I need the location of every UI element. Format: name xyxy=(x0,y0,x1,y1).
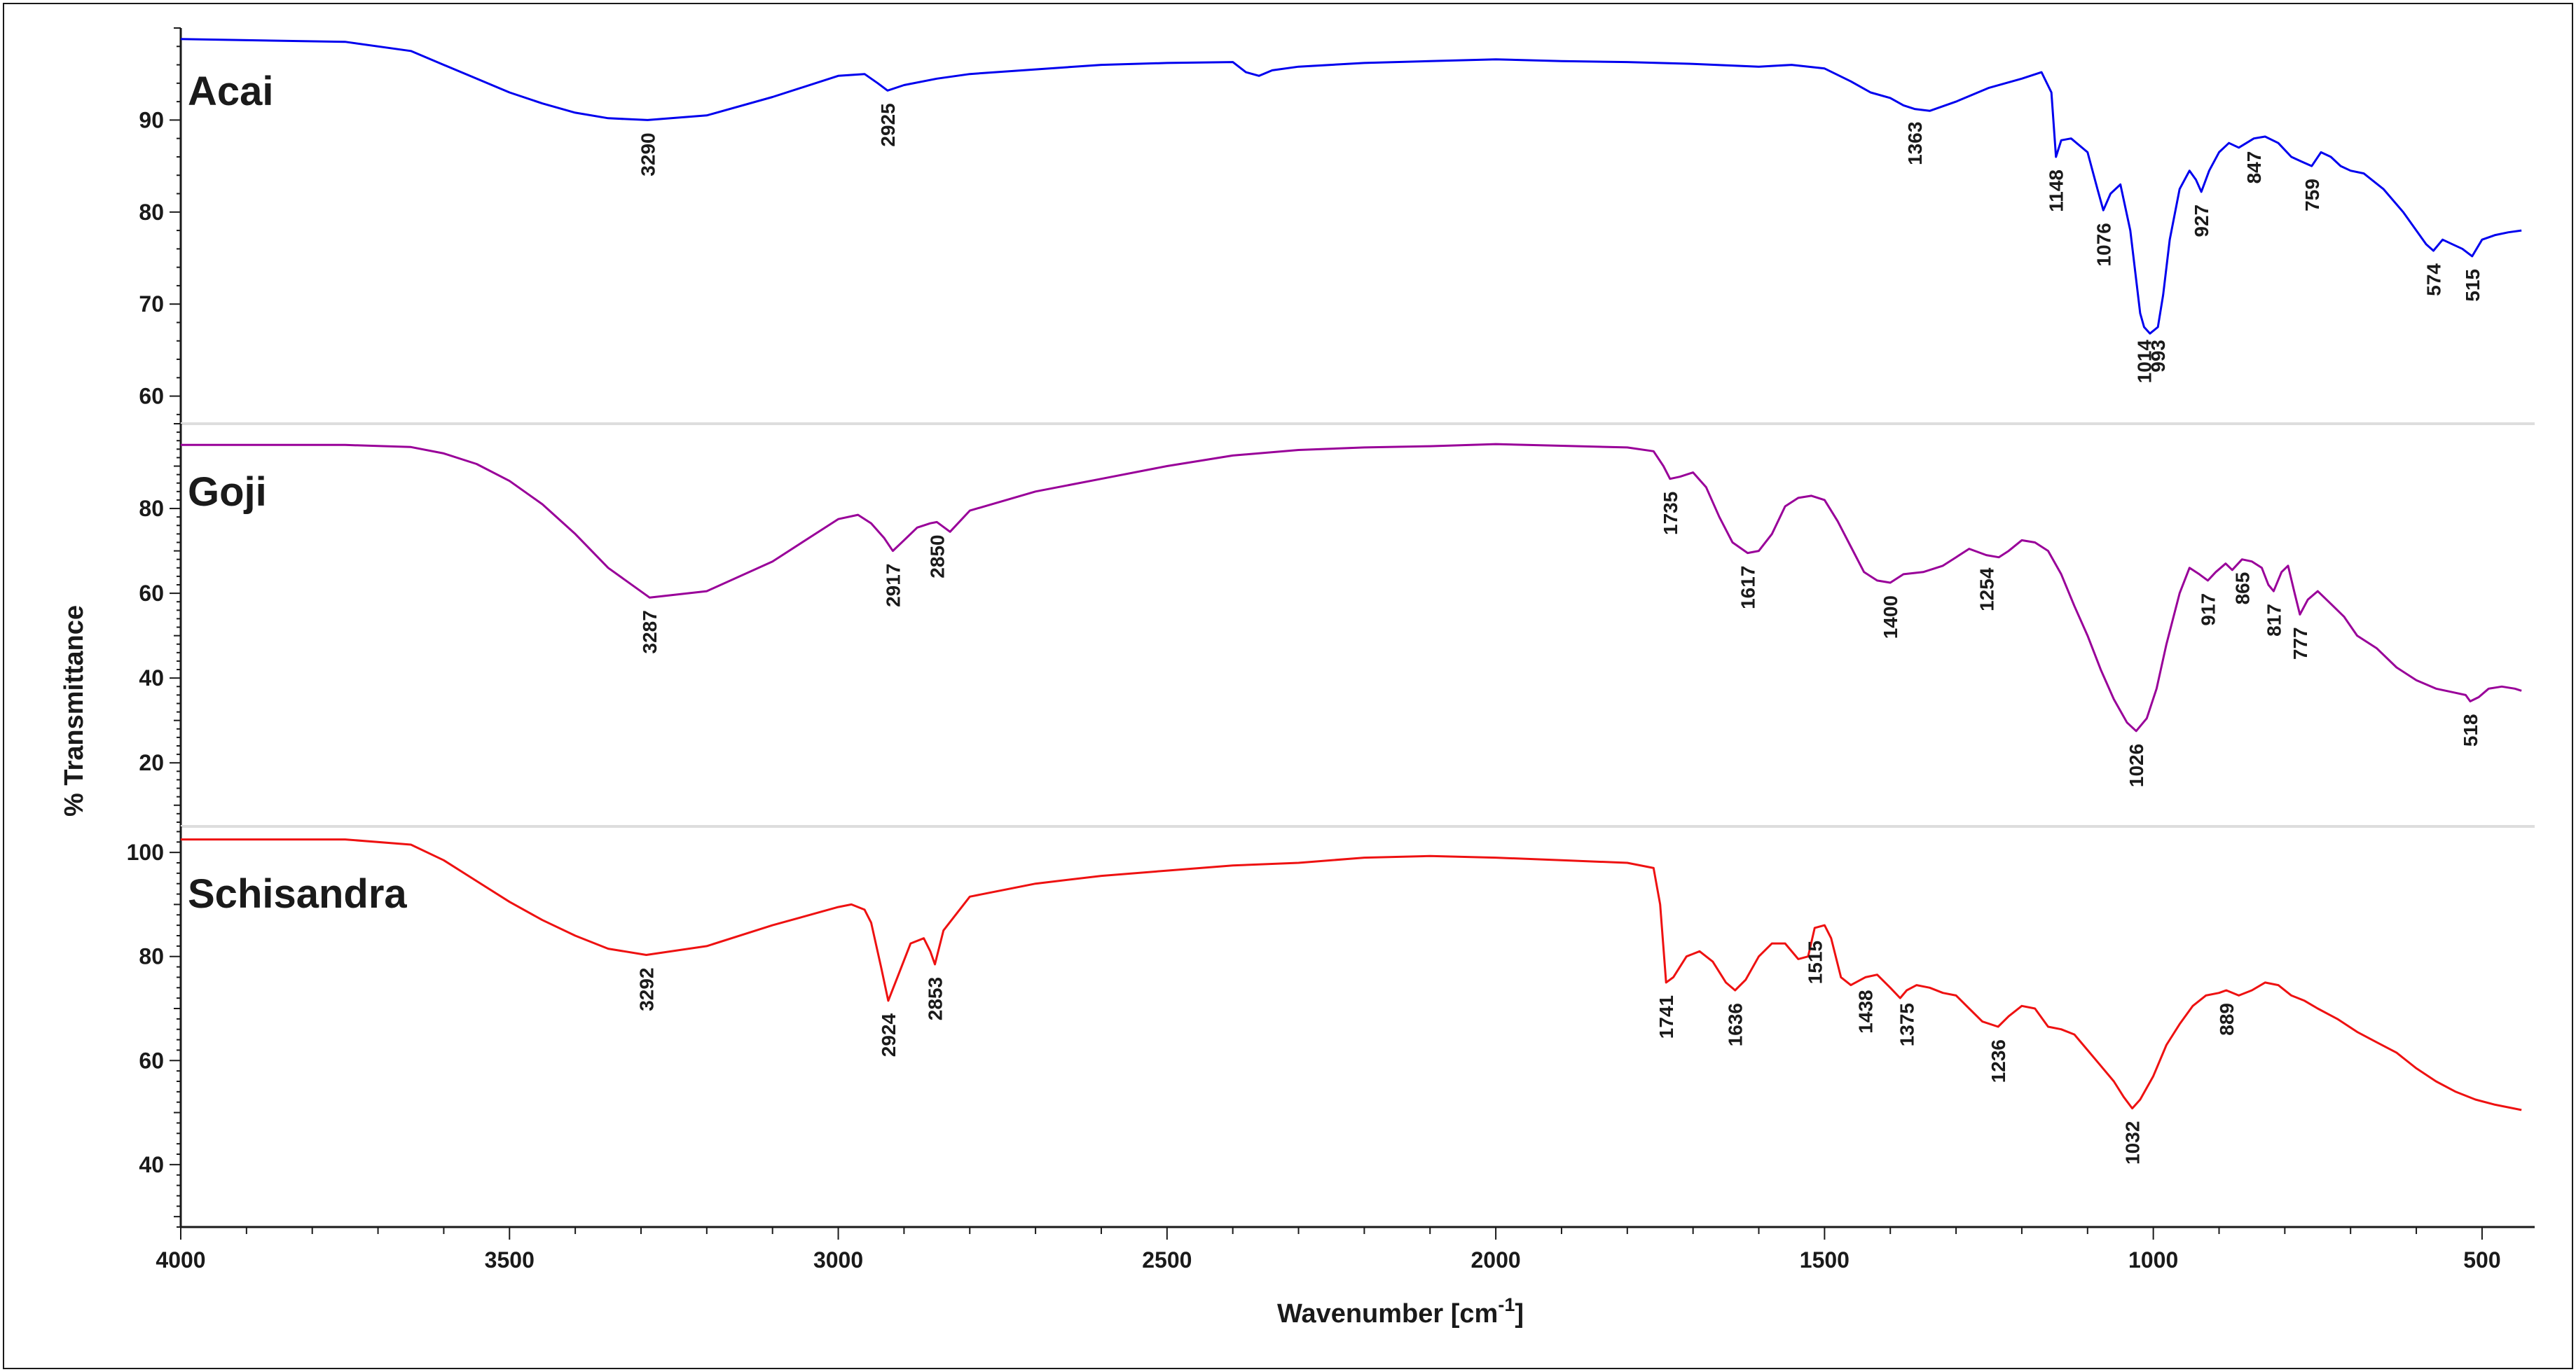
peak-label: 1026 xyxy=(2126,744,2147,787)
x-tick-label: 2000 xyxy=(1471,1247,1521,1273)
peak-label: 927 xyxy=(2191,205,2212,237)
peak-label: 574 xyxy=(2423,263,2445,296)
peak-label: 865 xyxy=(2231,572,2253,605)
peak-label: 1076 xyxy=(2093,223,2114,266)
y-tick-label: 60 xyxy=(139,581,164,606)
y-tick-label: 40 xyxy=(139,1152,164,1177)
peak-label: 1236 xyxy=(1988,1039,2009,1083)
peak-label: 889 xyxy=(2216,1003,2238,1036)
peak-label: 817 xyxy=(2263,604,2285,637)
peak-label: 1363 xyxy=(1904,122,1926,165)
peak-label: 847 xyxy=(2243,151,2265,184)
peak-label: 1515 xyxy=(1804,941,1826,984)
y-tick-label: 90 xyxy=(139,107,164,132)
y-tick-label: 80 xyxy=(139,200,164,225)
peak-label: 3290 xyxy=(637,132,659,176)
peak-label: 515 xyxy=(2462,269,2484,302)
spectrum-line-schisandra xyxy=(181,838,2522,1111)
peak-label: 759 xyxy=(2301,179,2323,212)
x-tick-label: 500 xyxy=(2463,1247,2500,1273)
peak-label: 1014 xyxy=(2134,340,2156,384)
peak-label: 1438 xyxy=(1855,990,1877,1033)
peak-label: 993 xyxy=(2147,340,2169,373)
x-tick-label: 3000 xyxy=(813,1247,863,1273)
peak-label: 1617 xyxy=(1737,566,1759,609)
spectrum-panel-schisandra: 40 60 80 100 Schisandra 3292 2924 2853 1741 1636 1… xyxy=(127,825,2535,1228)
peak-label: 2853 xyxy=(925,977,946,1020)
x-axis-title-end: ] xyxy=(1515,1299,1524,1329)
x-tick-label: 3500 xyxy=(485,1247,535,1273)
y-tick-label: 40 xyxy=(139,665,164,691)
spectrum-line-goji xyxy=(181,443,2522,733)
peak-label: 1741 xyxy=(1655,995,1677,1039)
x-tick-label: 1000 xyxy=(2128,1247,2178,1273)
y-tick-label: 20 xyxy=(139,750,164,775)
peak-label: 1636 xyxy=(1725,1003,1747,1046)
peak-label: 2850 xyxy=(926,534,948,578)
y-tick-label: 60 xyxy=(139,1048,164,1073)
peak-label: 3292 xyxy=(636,968,658,1011)
peak-label: 917 xyxy=(2198,593,2219,626)
panel-title-schisandra: Schisandra xyxy=(188,871,407,917)
peak-label: 2924 xyxy=(878,1013,900,1057)
y-axis-title: % Transmittance xyxy=(60,605,89,817)
peak-label: 1375 xyxy=(1896,1003,1918,1046)
x-tick-label: 1500 xyxy=(1800,1247,1850,1273)
x-axis-title-main: Wavenumber [cm xyxy=(1277,1299,1498,1329)
peak-label: 2917 xyxy=(882,564,904,607)
y-tick-label: 80 xyxy=(139,944,164,969)
peak-label: 2925 xyxy=(877,103,899,146)
y-tick-label: 60 xyxy=(139,384,164,409)
x-axis-title-superscript: -1 xyxy=(1498,1294,1515,1315)
y-tick-label: 80 xyxy=(139,496,164,521)
peak-label: 777 xyxy=(2289,627,2311,660)
x-axis: 4000 3500 3000 2500 2000 1500 1000 500 xyxy=(156,1226,2535,1273)
peak-label: 1400 xyxy=(1880,595,1901,639)
x-axis-title: Wavenumber [cm-1] xyxy=(1277,1294,1524,1329)
x-tick-label: 2500 xyxy=(1142,1247,1192,1273)
peak-label: 518 xyxy=(2460,714,2481,747)
spectrum-line-acai xyxy=(180,38,2522,335)
y-tick-label: 100 xyxy=(127,840,164,865)
y-tick-label: 70 xyxy=(139,291,164,317)
peak-label: 1735 xyxy=(1660,492,1681,535)
figure-frame xyxy=(3,3,2573,1369)
panel-title-acai: Acai xyxy=(188,69,274,114)
panel-title-goji: Goji xyxy=(188,469,267,515)
spectrum-panel-goji: 20 40 60 80 Goji 3287 2917 2850 1735 1617 1400 1254… xyxy=(139,422,2535,826)
peak-label: 1254 xyxy=(1976,567,1997,611)
x-tick-label: 4000 xyxy=(156,1247,205,1273)
peak-label: 3287 xyxy=(639,610,661,653)
peak-label: 1032 xyxy=(2122,1121,2144,1165)
peak-label: 1148 xyxy=(2046,169,2067,212)
